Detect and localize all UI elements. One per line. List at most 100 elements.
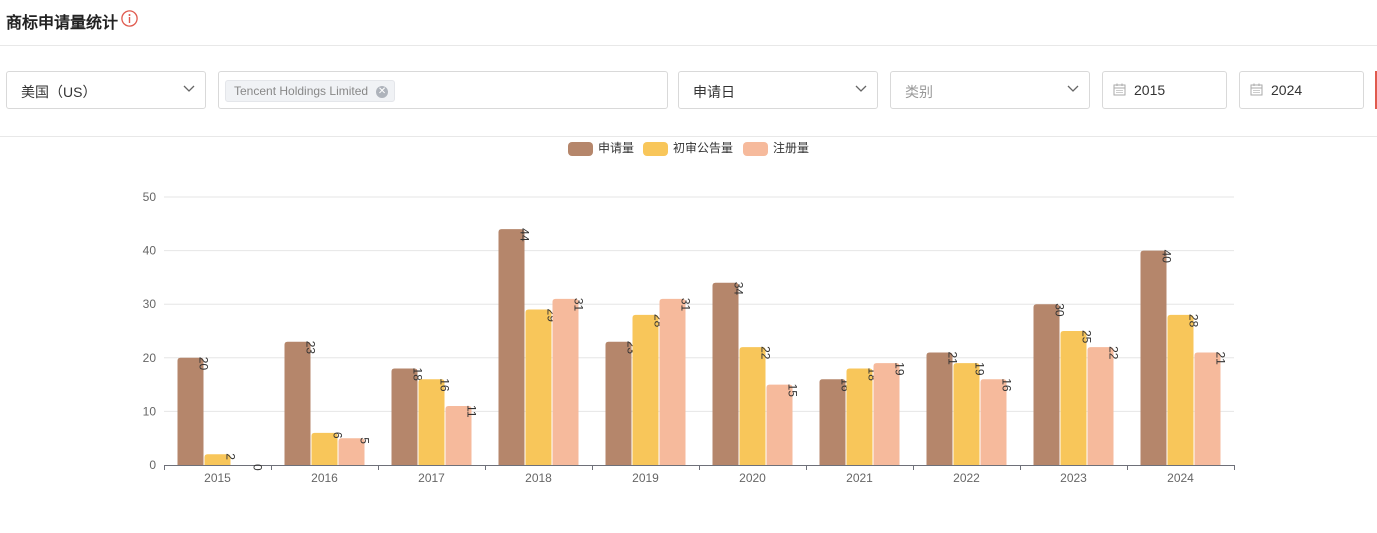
x-tick-label: 2015: [204, 471, 231, 485]
legend-label: 申请量: [598, 141, 635, 155]
x-tick-label: 2016: [311, 471, 338, 485]
data-label: 15: [786, 384, 800, 398]
y-tick-label: 30: [143, 297, 157, 311]
page-title: 商标申请量统计: [6, 15, 119, 32]
bar: [525, 309, 552, 465]
y-tick-label: 40: [143, 244, 157, 258]
bar: [445, 406, 472, 465]
legend-swatch: [568, 142, 593, 156]
filter-bar: 美国（US） Tencent Holdings Limited ✕ 申请日 类别…: [0, 46, 1377, 137]
bar: [338, 438, 365, 465]
bar: [204, 454, 231, 465]
bar: [391, 368, 418, 465]
bar: [177, 357, 204, 465]
chart-legend: 申请量 初审公告量 注册量: [0, 141, 1377, 157]
bar: [1060, 331, 1087, 465]
x-tick-label: 2024: [1167, 471, 1194, 485]
bar: [1167, 314, 1194, 465]
end-year-picker[interactable]: 2024: [1239, 71, 1364, 109]
end-year-value: 2024: [1271, 82, 1303, 98]
calendar-icon: [1113, 83, 1126, 96]
search-button-edge[interactable]: [1375, 71, 1377, 109]
x-tick-label: 2017: [418, 471, 445, 485]
bar: [498, 229, 525, 465]
x-tick-label: 2019: [632, 471, 659, 485]
y-tick-label: 20: [143, 351, 157, 365]
country-select-value: 美国（US）: [21, 84, 97, 100]
bar: [552, 298, 579, 465]
data-label: 18: [411, 368, 425, 382]
data-label: 21: [946, 351, 960, 365]
data-label: 22: [759, 346, 773, 360]
bar: [311, 432, 338, 465]
bar: [926, 352, 953, 465]
data-label: 6: [331, 432, 345, 439]
data-label: 30: [1053, 303, 1067, 317]
y-tick-label: 10: [143, 404, 157, 418]
data-label: 21: [1214, 351, 1228, 365]
y-tick-label: 50: [143, 190, 157, 204]
applicant-select[interactable]: Tencent Holdings Limited ✕: [218, 71, 668, 109]
x-tick-label: 2023: [1060, 471, 1087, 485]
legend-swatch: [743, 142, 768, 156]
data-label: 34: [732, 282, 746, 296]
bar: [1087, 347, 1114, 465]
bar: [1033, 304, 1060, 465]
data-label: 2: [224, 453, 238, 460]
bar: [980, 379, 1007, 465]
data-label: 23: [304, 341, 318, 355]
bar: [712, 282, 739, 465]
page-header: 商标申请量统计: [0, 0, 1377, 46]
bar: [766, 384, 793, 465]
data-label: 40: [1160, 250, 1174, 264]
legend-label: 注册量: [773, 141, 810, 155]
bar: [632, 314, 659, 465]
bar: [1140, 250, 1167, 465]
data-label: 44: [518, 228, 532, 242]
data-label: 16: [438, 378, 452, 392]
bar: [284, 341, 311, 465]
chevron-down-icon: [1067, 85, 1079, 92]
x-tick-label: 2020: [739, 471, 766, 485]
country-select[interactable]: 美国（US）: [6, 71, 206, 109]
bar: [418, 379, 445, 465]
category-placeholder: 类别: [905, 84, 933, 100]
chevron-down-icon: [855, 85, 867, 92]
bar: [659, 298, 686, 465]
data-label: 0: [251, 464, 265, 471]
legend-swatch: [643, 142, 668, 156]
bar: [605, 341, 632, 465]
data-label: 25: [1080, 330, 1094, 344]
bar: [1194, 352, 1221, 465]
x-tick-label: 2018: [525, 471, 552, 485]
data-label: 5: [358, 437, 372, 444]
data-label: 28: [1187, 314, 1201, 328]
data-label: 20: [197, 357, 211, 371]
bar: [846, 368, 873, 465]
start-year-picker[interactable]: 2015: [1102, 71, 1227, 109]
data-label: 16: [1000, 378, 1014, 392]
applicant-tag: Tencent Holdings Limited ✕: [225, 80, 396, 102]
data-label: 31: [572, 298, 586, 312]
data-label: 31: [679, 298, 693, 312]
y-tick-label: 0: [149, 458, 156, 472]
data-label: 19: [973, 362, 987, 376]
chevron-down-icon: [183, 85, 195, 92]
bar: [873, 363, 900, 465]
legend-label: 初审公告量: [673, 141, 734, 155]
calendar-icon: [1250, 83, 1263, 96]
start-year-value: 2015: [1134, 82, 1166, 98]
bar: [819, 379, 846, 465]
info-circle-icon[interactable]: [121, 10, 138, 27]
bar: [953, 363, 980, 465]
data-label: 11: [465, 405, 479, 418]
applicant-tag-label: Tencent Holdings Limited: [234, 84, 369, 98]
date-type-select[interactable]: 申请日: [678, 71, 878, 109]
date-type-value: 申请日: [693, 84, 735, 100]
x-tick-label: 2022: [953, 471, 980, 485]
category-select[interactable]: 类别: [890, 71, 1090, 109]
bar: [739, 347, 766, 465]
data-label: 22: [1107, 346, 1121, 360]
close-circle-icon[interactable]: ✕: [376, 86, 389, 98]
